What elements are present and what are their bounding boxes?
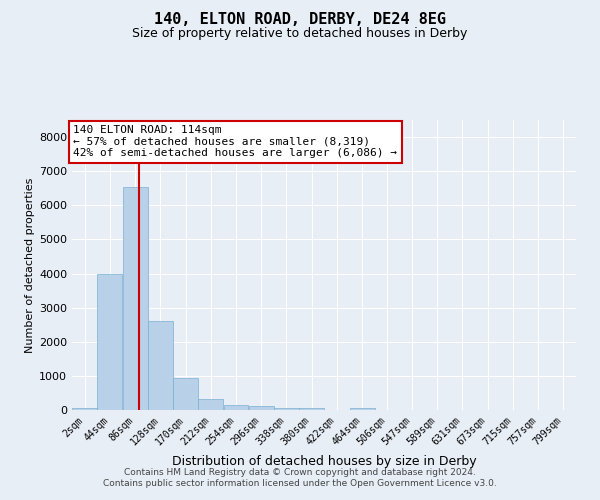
Text: Contains HM Land Registry data © Crown copyright and database right 2024.
Contai: Contains HM Land Registry data © Crown c… [103,468,497,487]
Bar [299,408,324,410]
Bar [249,406,274,410]
X-axis label: Distribution of detached houses by size in Derby: Distribution of detached houses by size … [172,455,476,468]
Bar [148,320,173,410]
Bar [224,406,248,410]
Bar [350,408,374,410]
Bar [122,186,148,410]
Text: Size of property relative to detached houses in Derby: Size of property relative to detached ho… [133,28,467,40]
Bar [173,378,198,410]
Bar [199,398,223,410]
Text: 140 ELTON ROAD: 114sqm
← 57% of detached houses are smaller (8,319)
42% of semi-: 140 ELTON ROAD: 114sqm ← 57% of detached… [73,125,397,158]
Y-axis label: Number of detached properties: Number of detached properties [25,178,35,352]
Bar [97,274,122,410]
Text: 140, ELTON ROAD, DERBY, DE24 8EG: 140, ELTON ROAD, DERBY, DE24 8EG [154,12,446,28]
Bar [72,408,97,410]
Bar [274,408,299,410]
